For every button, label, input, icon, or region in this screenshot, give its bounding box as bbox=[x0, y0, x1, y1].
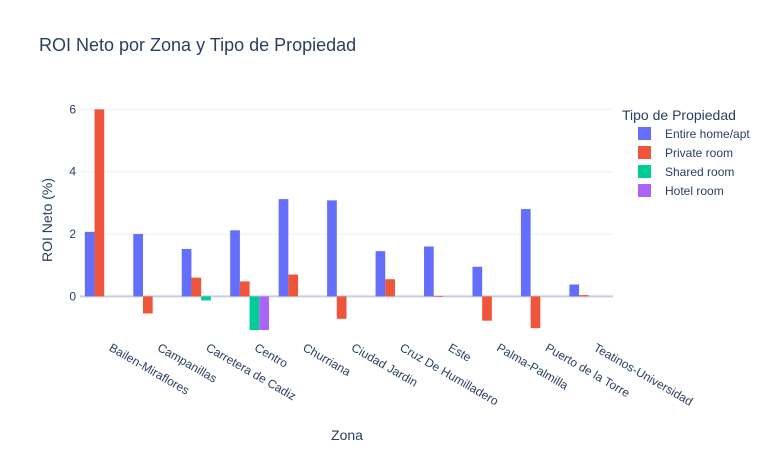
legend: Tipo de Propiedad Entire home/apt Private… bbox=[622, 107, 750, 198]
legend-swatch bbox=[638, 146, 651, 159]
bar-private-room[interactable] bbox=[191, 277, 202, 297]
legend-item-private-room[interactable]: Private room bbox=[638, 146, 733, 160]
bar-private-room[interactable] bbox=[385, 279, 395, 297]
legend-label: Shared room bbox=[665, 165, 734, 179]
legend-label: Entire home/apt bbox=[665, 127, 750, 141]
x-axis-title: Zona bbox=[331, 427, 363, 443]
bar-private-room[interactable] bbox=[94, 109, 105, 297]
bar-entire-home-apt[interactable] bbox=[472, 266, 483, 297]
bar-entire-home-apt[interactable] bbox=[181, 248, 192, 297]
bar-hotel-room[interactable] bbox=[259, 296, 269, 331]
bar-entire-home-apt[interactable] bbox=[424, 246, 434, 297]
bar-entire-home-apt[interactable] bbox=[133, 234, 143, 297]
bar-shared-room[interactable] bbox=[249, 296, 260, 331]
y-tick-label: 4 bbox=[69, 165, 76, 179]
bar-entire-home-apt[interactable] bbox=[278, 199, 289, 297]
bar-shared-room[interactable] bbox=[201, 296, 211, 301]
bar-entire-home-apt[interactable] bbox=[230, 230, 240, 297]
bar-entire-home-apt[interactable] bbox=[327, 200, 337, 297]
bar-entire-home-apt[interactable] bbox=[569, 284, 580, 297]
legend-label: Private room bbox=[665, 146, 733, 160]
bar-entire-home-apt[interactable] bbox=[84, 231, 95, 297]
legend-swatch bbox=[638, 165, 651, 178]
bar-private-room[interactable] bbox=[482, 296, 492, 321]
y-axis-title: ROI Neto (%) bbox=[39, 178, 55, 262]
legend-swatch bbox=[638, 184, 651, 197]
bar-private-room[interactable] bbox=[336, 296, 347, 319]
legend-swatch bbox=[638, 127, 651, 140]
bars-layer bbox=[84, 109, 589, 331]
bar-private-room[interactable] bbox=[239, 281, 250, 297]
y-tick-labels: 0 2 4 6 bbox=[69, 102, 76, 303]
bar-entire-home-apt[interactable] bbox=[520, 209, 531, 297]
y-tick-label: 2 bbox=[69, 227, 76, 241]
bar-private-room[interactable] bbox=[530, 296, 541, 329]
legend-item-hotel-room[interactable]: Hotel room bbox=[638, 184, 724, 198]
legend-item-entire-home-apt[interactable]: Entire home/apt bbox=[638, 127, 750, 141]
bar-private-room[interactable] bbox=[579, 295, 589, 297]
legend-label: Hotel room bbox=[665, 184, 724, 198]
bar-private-room[interactable] bbox=[288, 274, 299, 297]
bar-entire-home-apt[interactable] bbox=[375, 251, 386, 297]
y-tick-label: 6 bbox=[69, 102, 76, 116]
bar-private-room[interactable] bbox=[433, 296, 444, 297]
bar-private-room[interactable] bbox=[142, 296, 153, 314]
legend-item-shared-room[interactable]: Shared room bbox=[638, 165, 734, 179]
y-tick-label: 0 bbox=[69, 289, 76, 303]
legend-title: Tipo de Propiedad bbox=[622, 107, 736, 123]
chart-title: ROI Neto por Zona y Tipo de Propiedad bbox=[39, 35, 356, 55]
